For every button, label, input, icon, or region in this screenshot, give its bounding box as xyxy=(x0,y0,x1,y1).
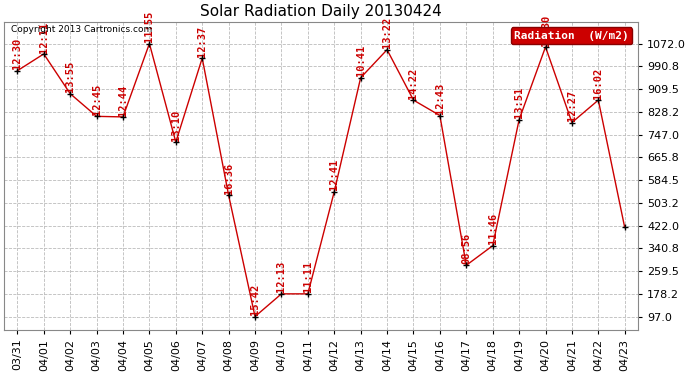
Text: 10:41: 10:41 xyxy=(355,45,366,76)
Text: 13:55: 13:55 xyxy=(65,61,75,92)
Title: Solar Radiation Daily 20130424: Solar Radiation Daily 20130424 xyxy=(200,4,442,19)
Legend: Radiation  (W/m2): Radiation (W/m2) xyxy=(511,27,632,44)
Text: 11:11: 11:11 xyxy=(303,261,313,292)
Text: 12:44: 12:44 xyxy=(118,84,128,116)
Text: 12:30: 12:30 xyxy=(12,38,22,69)
Text: 15:42: 15:42 xyxy=(250,284,260,315)
Text: 16:02: 16:02 xyxy=(593,68,603,99)
Text: 12:11: 12:11 xyxy=(39,21,49,53)
Text: 16:36: 16:36 xyxy=(224,163,234,194)
Text: 13:10: 13:10 xyxy=(171,110,181,141)
Text: 11:46: 11:46 xyxy=(488,213,497,244)
Text: 12:27: 12:27 xyxy=(567,90,577,121)
Text: 14:22: 14:22 xyxy=(408,68,418,99)
Text: 12:43: 12:43 xyxy=(435,83,445,114)
Text: 12:41: 12:41 xyxy=(329,159,339,190)
Text: 15:30: 15:30 xyxy=(540,14,551,45)
Text: 13:22: 13:22 xyxy=(382,17,392,48)
Text: 13:51: 13:51 xyxy=(514,87,524,118)
Text: 11:55: 11:55 xyxy=(144,11,155,42)
Text: 12:13: 12:13 xyxy=(277,261,286,292)
Text: Copyright 2013 Cartronics.com: Copyright 2013 Cartronics.com xyxy=(10,25,152,34)
Text: 12:45: 12:45 xyxy=(92,84,101,115)
Text: 12:37: 12:37 xyxy=(197,26,207,57)
Text: 08:56: 08:56 xyxy=(462,232,471,264)
